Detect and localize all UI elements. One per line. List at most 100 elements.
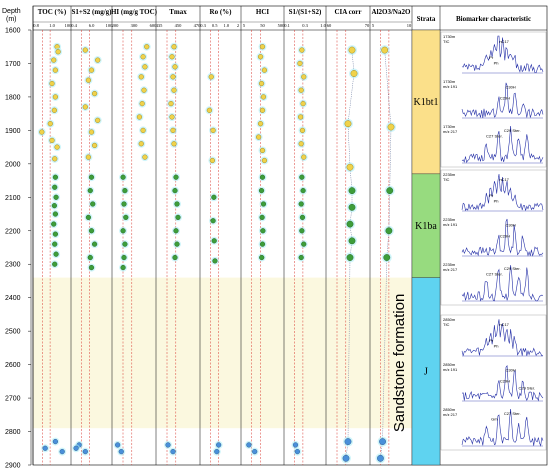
data-point xyxy=(170,127,176,133)
chromatogram-trace xyxy=(461,408,544,447)
peak-label: C29 Ster. xyxy=(504,266,521,271)
strata-block xyxy=(411,277,441,466)
data-point xyxy=(42,445,48,451)
data-point xyxy=(82,449,88,455)
data-point xyxy=(170,449,176,455)
chromatogram-trace xyxy=(461,173,544,212)
track-hci: HCI 5 50 500 xyxy=(243,8,285,465)
track-tick-label: 5 xyxy=(372,23,375,28)
track-tick-label: 450 xyxy=(175,23,183,28)
data-point xyxy=(174,241,180,247)
data-point xyxy=(387,123,395,131)
panel-trace-label: TIC xyxy=(443,322,450,327)
data-point xyxy=(170,74,176,80)
data-point xyxy=(299,174,305,180)
data-point xyxy=(121,201,127,207)
data-point xyxy=(91,142,98,149)
data-point xyxy=(85,214,92,220)
biomarker-header: Biomarker characteristic xyxy=(456,15,531,23)
peak-label: Ph xyxy=(494,343,499,348)
data-point xyxy=(88,174,95,180)
data-point xyxy=(383,254,391,261)
track-title: Ro (%) xyxy=(210,8,233,16)
data-point xyxy=(122,188,128,194)
data-point xyxy=(51,203,57,209)
data-point xyxy=(55,49,61,55)
depth-tick-label: 1900 xyxy=(5,128,21,135)
data-point xyxy=(260,201,267,207)
panel-depth-label: 2850m xyxy=(443,362,456,367)
track-tick-label: 0.5 xyxy=(212,23,218,28)
peak-label: Pr xyxy=(489,193,494,198)
depth-tick-label: 2400 xyxy=(5,295,21,302)
data-point xyxy=(87,188,93,194)
data-point xyxy=(292,442,299,448)
data-point xyxy=(52,174,59,180)
data-point xyxy=(172,188,178,194)
chromatogram-trace xyxy=(461,125,544,164)
data-point xyxy=(214,449,220,455)
data-point xyxy=(297,114,304,120)
data-point xyxy=(171,141,177,147)
peak-label: Pr xyxy=(489,338,494,343)
data-point xyxy=(136,114,143,120)
peak-label: C29H xyxy=(500,379,510,384)
track-tick-label: 100 xyxy=(65,23,73,28)
data-point xyxy=(52,156,58,162)
track-title: CIA corr xyxy=(334,8,361,16)
data-point xyxy=(346,163,354,171)
data-point xyxy=(348,237,356,245)
data-point xyxy=(259,241,266,247)
data-point xyxy=(49,137,55,144)
data-point xyxy=(115,442,121,448)
data-point xyxy=(169,54,175,60)
panel-depth-label: 2235m xyxy=(443,217,456,222)
depth-axis-label: Depth xyxy=(2,8,21,15)
data-point xyxy=(258,188,265,194)
data-point xyxy=(171,44,177,50)
data-point xyxy=(259,174,266,180)
peak-label: Ph xyxy=(494,60,499,65)
data-point xyxy=(173,174,179,180)
data-point xyxy=(52,438,59,445)
panel-trace-label: m/z 191 xyxy=(443,367,458,372)
data-point xyxy=(51,107,57,113)
panel-depth-label: 2850m xyxy=(443,317,456,322)
data-point xyxy=(51,221,57,227)
data-point xyxy=(259,107,266,113)
data-point xyxy=(172,64,178,70)
data-point xyxy=(257,54,264,60)
depth-tick-label: 2200 xyxy=(5,228,21,235)
track-title: HCI xyxy=(256,8,270,16)
data-point xyxy=(175,214,181,220)
track-tick-label: 0.3 xyxy=(302,23,308,28)
chromatogram-trace xyxy=(461,319,544,357)
data-point xyxy=(208,74,214,80)
depth-tick-label: 2500 xyxy=(5,329,21,336)
data-point xyxy=(256,134,262,140)
data-point xyxy=(121,254,127,261)
data-point xyxy=(259,254,265,261)
panel-trace-label: m/z 191 xyxy=(443,222,458,227)
peak-label: C29H xyxy=(500,96,510,101)
peak-label: nC17 xyxy=(499,177,509,182)
data-point xyxy=(85,154,92,160)
depth-tick-label: 2100 xyxy=(5,195,21,202)
track-tick-label: 10 xyxy=(407,23,412,28)
data-point xyxy=(257,121,264,127)
trend-line xyxy=(345,50,355,459)
panel-depth-label: 2850m xyxy=(443,407,456,412)
data-point xyxy=(294,449,301,455)
data-point xyxy=(47,121,53,127)
biomarker-column: Biomarker characteristic 1730mTIC1730mm/z… xyxy=(440,15,547,451)
panel-trace-label: m/z 217 xyxy=(443,267,458,272)
panel-depth-label: 2235m xyxy=(443,262,456,267)
data-point xyxy=(259,44,266,50)
data-point xyxy=(212,258,218,264)
data-point xyxy=(299,127,306,133)
track-tick-label: 6.0 xyxy=(89,23,95,28)
data-point xyxy=(346,220,354,228)
data-point xyxy=(88,129,95,135)
